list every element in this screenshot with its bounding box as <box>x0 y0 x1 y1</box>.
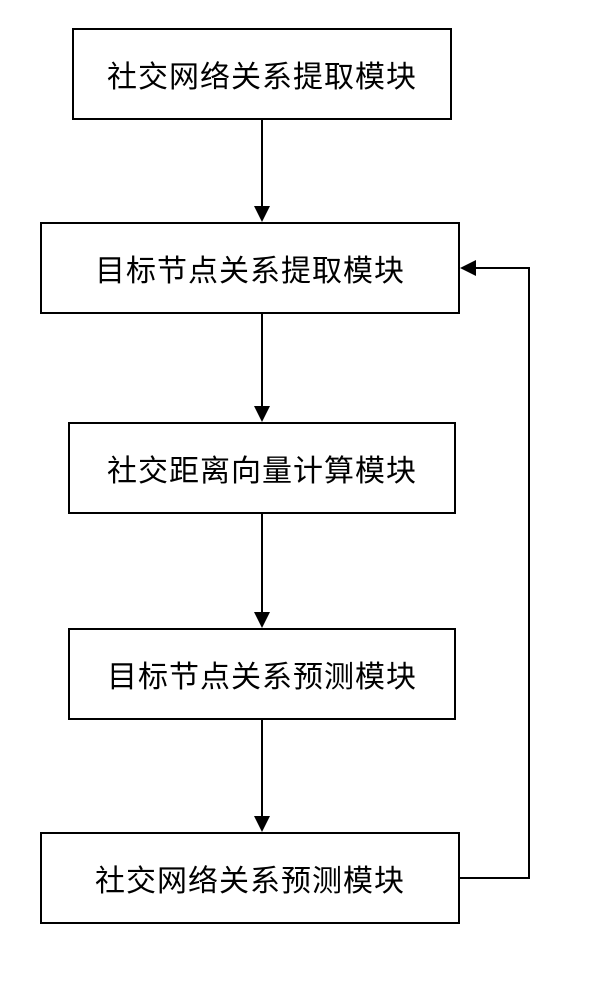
node-label: 目标节点关系预测模块 <box>107 652 417 696</box>
arrow-head <box>254 206 270 222</box>
node-label: 目标节点关系提取模块 <box>95 246 405 290</box>
node-social-distance-vector: 社交距离向量计算模块 <box>68 422 456 514</box>
arrow-line <box>261 120 263 206</box>
node-target-node-prediction: 目标节点关系预测模块 <box>68 628 456 720</box>
node-label: 社交网络关系预测模块 <box>95 856 405 900</box>
node-social-network-prediction: 社交网络关系预测模块 <box>40 832 460 924</box>
arrow-head <box>254 816 270 832</box>
feedback-line-h1 <box>460 877 530 879</box>
node-label: 社交距离向量计算模块 <box>107 446 417 490</box>
arrow-line <box>261 314 263 406</box>
feedback-line-h2 <box>476 267 530 269</box>
flowchart-container: 社交网络关系提取模块 目标节点关系提取模块 社交距离向量计算模块 目标节点关系预… <box>0 0 607 1000</box>
feedback-arrow-head <box>460 260 476 276</box>
feedback-line-v <box>528 267 530 879</box>
arrow-head <box>254 612 270 628</box>
node-label: 社交网络关系提取模块 <box>107 52 417 96</box>
node-target-node-extraction: 目标节点关系提取模块 <box>40 222 460 314</box>
arrow-line <box>261 514 263 612</box>
arrow-head <box>254 406 270 422</box>
node-social-network-extraction: 社交网络关系提取模块 <box>72 28 452 120</box>
arrow-line <box>261 720 263 816</box>
